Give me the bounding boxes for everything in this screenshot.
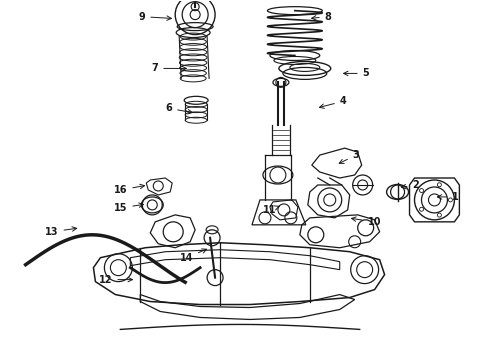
Text: 14: 14 xyxy=(180,249,207,263)
Text: 11: 11 xyxy=(263,205,279,215)
Text: 8: 8 xyxy=(312,12,332,22)
Text: 2: 2 xyxy=(401,180,419,190)
Text: 3: 3 xyxy=(339,150,360,163)
Text: 15: 15 xyxy=(114,203,144,213)
Text: 4: 4 xyxy=(319,96,346,108)
Text: 16: 16 xyxy=(114,184,145,195)
Text: 7: 7 xyxy=(151,63,186,73)
Text: 9: 9 xyxy=(139,12,172,22)
Text: 10: 10 xyxy=(351,217,381,227)
Text: 5: 5 xyxy=(343,68,369,78)
Text: 13: 13 xyxy=(45,227,76,237)
Text: 6: 6 xyxy=(166,103,193,114)
Text: 12: 12 xyxy=(99,275,132,285)
Text: 1: 1 xyxy=(438,192,459,202)
